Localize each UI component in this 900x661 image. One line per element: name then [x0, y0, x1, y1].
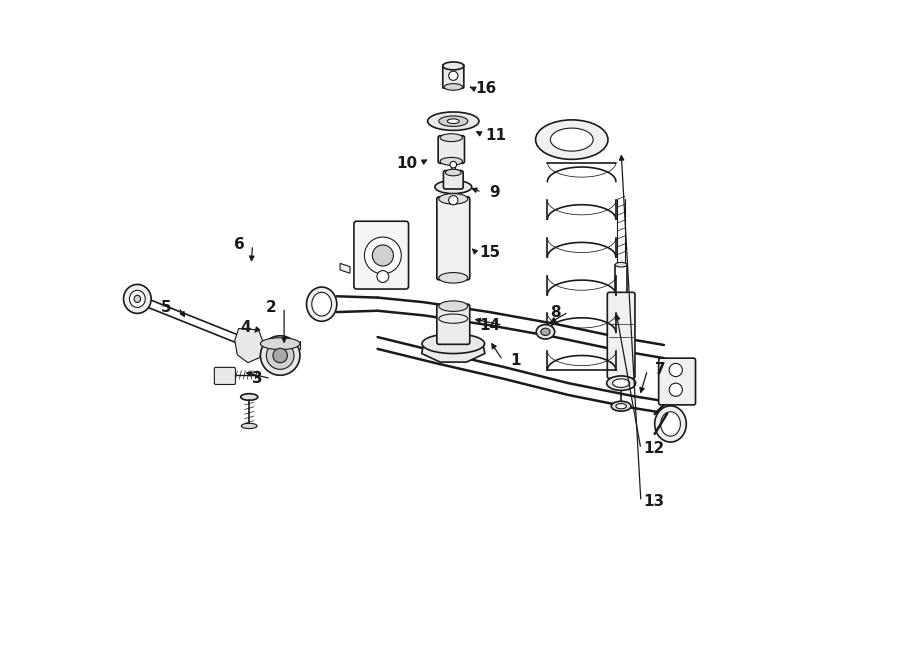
Text: 16: 16 — [475, 81, 497, 96]
Ellipse shape — [280, 346, 290, 356]
Text: 8: 8 — [550, 305, 561, 319]
Circle shape — [377, 270, 389, 282]
Ellipse shape — [273, 348, 287, 363]
Text: 9: 9 — [490, 185, 500, 200]
FancyBboxPatch shape — [659, 358, 696, 405]
Ellipse shape — [541, 329, 550, 335]
FancyBboxPatch shape — [354, 221, 409, 289]
Ellipse shape — [447, 119, 459, 124]
Ellipse shape — [428, 112, 479, 130]
Ellipse shape — [616, 404, 626, 408]
Ellipse shape — [439, 194, 468, 204]
Ellipse shape — [607, 376, 635, 391]
FancyBboxPatch shape — [438, 136, 464, 163]
Ellipse shape — [439, 301, 468, 311]
Ellipse shape — [439, 272, 468, 283]
Text: 7: 7 — [655, 362, 666, 377]
Ellipse shape — [435, 180, 472, 194]
Text: 11: 11 — [486, 128, 507, 143]
Text: 6: 6 — [234, 237, 245, 253]
Ellipse shape — [134, 295, 140, 303]
Ellipse shape — [440, 157, 463, 165]
FancyBboxPatch shape — [436, 197, 470, 280]
Text: 3: 3 — [253, 371, 263, 386]
Text: 15: 15 — [479, 245, 500, 260]
Polygon shape — [340, 263, 350, 273]
Circle shape — [449, 71, 458, 81]
Polygon shape — [422, 344, 485, 362]
Ellipse shape — [311, 292, 331, 316]
Ellipse shape — [551, 128, 593, 151]
Polygon shape — [235, 329, 264, 363]
Ellipse shape — [536, 120, 608, 159]
FancyBboxPatch shape — [443, 65, 464, 89]
Circle shape — [670, 383, 682, 397]
Ellipse shape — [130, 290, 145, 307]
Ellipse shape — [443, 62, 464, 70]
Ellipse shape — [240, 394, 257, 401]
Ellipse shape — [307, 287, 337, 321]
Ellipse shape — [439, 116, 468, 126]
Text: 1: 1 — [510, 352, 521, 368]
Circle shape — [450, 161, 456, 168]
Ellipse shape — [422, 334, 484, 354]
Circle shape — [373, 245, 393, 266]
Circle shape — [449, 196, 458, 205]
FancyBboxPatch shape — [214, 368, 236, 385]
Ellipse shape — [616, 262, 627, 267]
Text: 12: 12 — [644, 442, 665, 457]
Text: 10: 10 — [397, 156, 418, 171]
Ellipse shape — [444, 84, 463, 91]
Ellipse shape — [613, 379, 630, 387]
Text: 2: 2 — [266, 300, 276, 315]
Ellipse shape — [611, 401, 631, 411]
Circle shape — [670, 364, 682, 377]
Ellipse shape — [241, 423, 257, 428]
Text: 13: 13 — [644, 494, 664, 509]
FancyBboxPatch shape — [608, 292, 635, 379]
Text: 14: 14 — [479, 318, 500, 332]
Ellipse shape — [123, 284, 151, 313]
Ellipse shape — [275, 341, 294, 360]
Ellipse shape — [266, 342, 294, 369]
Ellipse shape — [661, 412, 680, 436]
FancyBboxPatch shape — [444, 171, 464, 189]
Ellipse shape — [536, 325, 554, 339]
Ellipse shape — [260, 336, 300, 375]
Ellipse shape — [260, 338, 300, 350]
Text: 4: 4 — [240, 320, 251, 334]
Ellipse shape — [654, 406, 687, 442]
Circle shape — [364, 237, 401, 274]
FancyBboxPatch shape — [436, 304, 470, 344]
Ellipse shape — [446, 169, 461, 176]
Ellipse shape — [440, 134, 463, 141]
Text: 5: 5 — [160, 300, 171, 315]
